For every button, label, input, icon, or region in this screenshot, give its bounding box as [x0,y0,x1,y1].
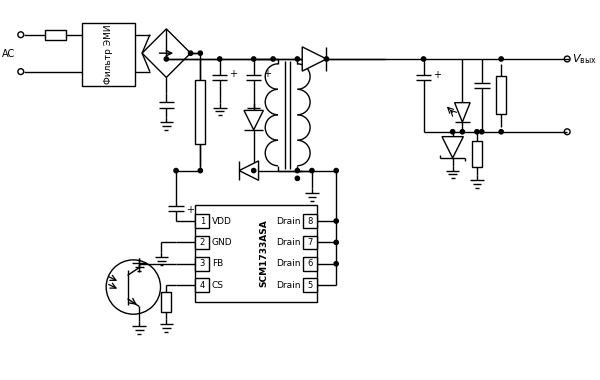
Circle shape [475,130,479,134]
Text: +: + [263,68,271,79]
Bar [196,278,209,292]
Bar [196,236,209,249]
Circle shape [334,168,338,173]
Text: +: + [229,68,238,79]
Text: FB: FB [212,259,223,268]
Circle shape [325,57,329,61]
Circle shape [251,57,256,61]
Text: 6: 6 [307,259,313,268]
Circle shape [198,51,202,55]
Text: VDD: VDD [212,217,232,226]
Text: 8: 8 [307,217,313,226]
Bar [303,236,317,249]
Polygon shape [244,111,263,130]
Bar [496,76,506,114]
Circle shape [421,57,425,61]
Bar [161,292,171,312]
Text: 1: 1 [200,217,205,226]
Bar [82,23,135,86]
Circle shape [479,130,484,134]
Polygon shape [239,161,259,180]
Text: Drain: Drain [276,217,300,226]
Text: 5: 5 [307,280,313,290]
Circle shape [164,57,169,61]
Text: SCM1733ASA: SCM1733ASA [259,219,268,287]
Circle shape [334,240,338,245]
Circle shape [310,168,314,173]
Bar [303,257,317,271]
Circle shape [198,168,202,173]
Polygon shape [455,103,470,122]
Bar [196,79,205,144]
Bar [472,141,482,167]
Polygon shape [302,47,326,71]
Circle shape [295,176,299,180]
Text: Фильтр ЭМИ: Фильтр ЭМИ [104,25,113,84]
Bar [303,214,317,228]
Circle shape [295,168,299,173]
Circle shape [334,219,338,223]
Text: +: + [433,70,441,81]
Text: 7: 7 [307,238,313,247]
Circle shape [499,130,503,134]
Circle shape [251,168,256,173]
Text: 3: 3 [200,259,205,268]
Text: AC: AC [2,49,15,59]
Circle shape [460,130,464,134]
Circle shape [188,51,193,55]
Circle shape [334,261,338,266]
Text: +: + [186,205,194,215]
Text: 4: 4 [200,280,205,290]
Circle shape [218,57,222,61]
Circle shape [499,57,503,61]
Text: CS: CS [212,280,224,290]
Bar [196,257,209,271]
Bar [196,214,209,228]
Circle shape [451,130,455,134]
Text: 2: 2 [200,238,205,247]
Circle shape [174,168,178,173]
Text: Drain: Drain [276,238,300,247]
Bar [303,278,317,292]
Circle shape [295,57,299,61]
Text: Drain: Drain [276,280,300,290]
Circle shape [271,57,275,61]
Text: Drain: Drain [276,259,300,268]
Bar [45,30,67,40]
Polygon shape [142,29,191,78]
Polygon shape [442,137,463,158]
Text: GND: GND [212,238,233,247]
Text: $V_{\rm вых}$: $V_{\rm вых}$ [572,52,597,66]
Bar [196,204,317,302]
